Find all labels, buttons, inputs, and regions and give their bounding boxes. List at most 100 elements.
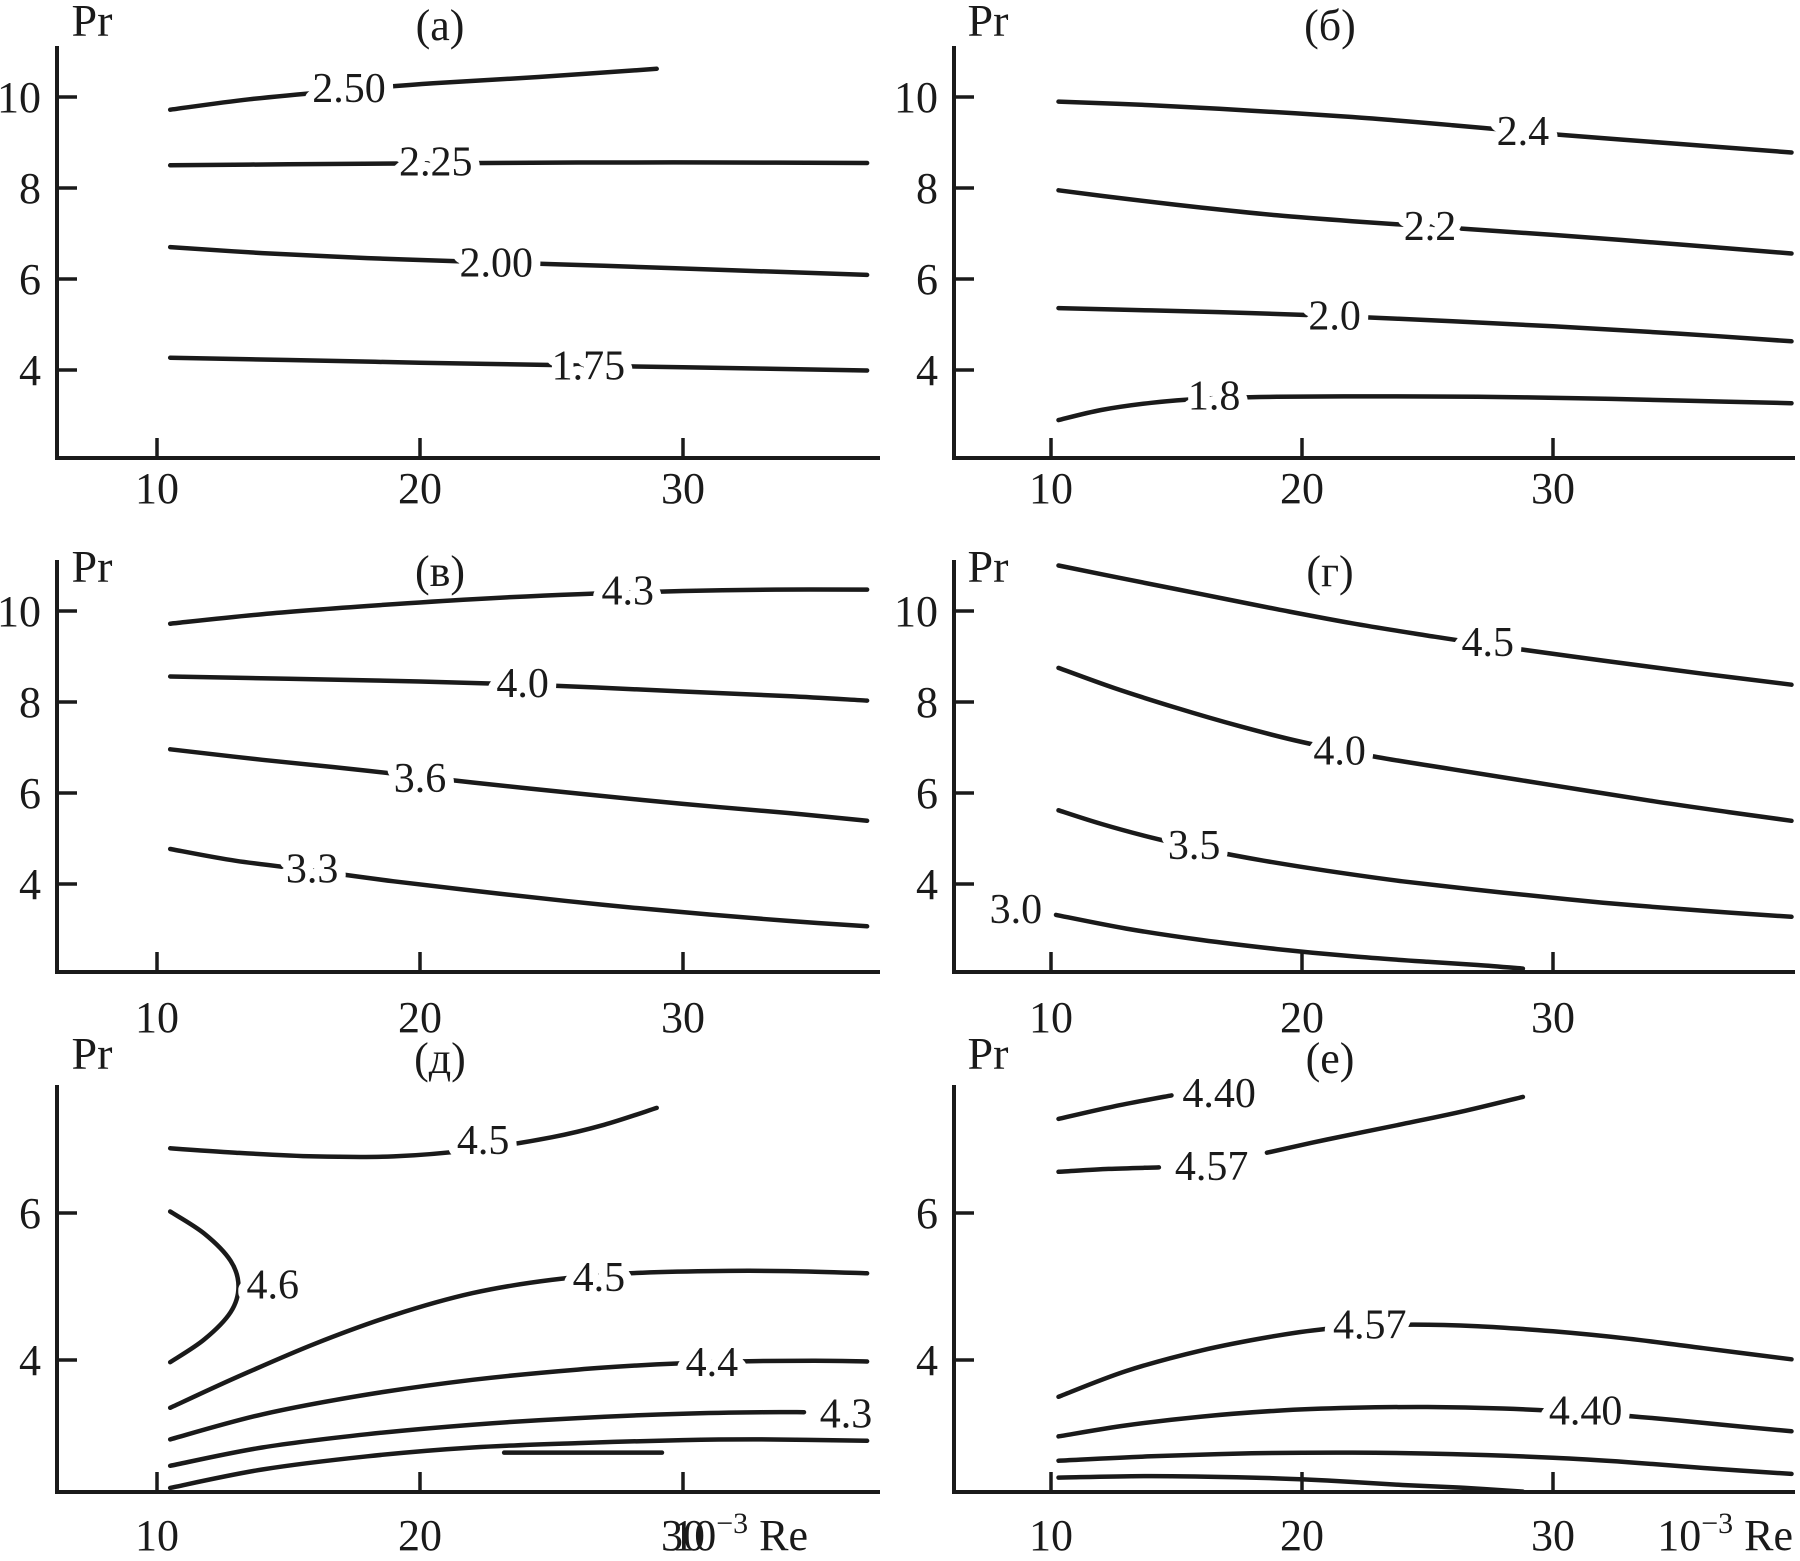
x-tick-label: 10 (1029, 464, 1073, 513)
y-axis-title: Pr (72, 541, 113, 592)
y-tick-label: 4 (916, 1336, 938, 1385)
contour-label: 3.0 (990, 887, 1043, 933)
contour-label: 1.8 (1188, 373, 1241, 419)
contour-line (167, 1268, 870, 1411)
y-tick-label: 10 (894, 587, 938, 636)
y-tick-label: 6 (19, 769, 41, 818)
contour-label: 2.25 (399, 140, 473, 186)
contour-line (167, 1105, 659, 1160)
panel-title: (д) (414, 1034, 466, 1083)
contour-label: 3.3 (286, 847, 339, 893)
contour-line (1056, 1450, 1794, 1477)
contour-line (1056, 305, 1794, 344)
contour-label: 1.75 (552, 343, 626, 389)
contour-label: 2.4 (1497, 109, 1550, 155)
contour-line (167, 747, 870, 824)
x-tick-label: 30 (661, 464, 705, 513)
contour-line (167, 160, 870, 168)
contour-line (1056, 563, 1794, 687)
x-tick-label: 10 (1029, 993, 1073, 1042)
contour-line (1056, 1322, 1794, 1400)
contour-line (167, 66, 659, 112)
x-tick-label: 10 (1029, 1511, 1073, 1560)
y-tick-label: 8 (19, 678, 41, 727)
y-tick-label: 4 (19, 860, 41, 909)
contour-label: 4.5 (1461, 620, 1514, 666)
contour-label: 3.6 (394, 756, 447, 802)
y-axis-title: Pr (968, 541, 1009, 592)
y-tick-label: 6 (19, 1189, 41, 1238)
contour-label: 2.00 (460, 241, 534, 287)
subplot-a: 10 20 30 10 8 6 4 Pr (а) 2.50 2.25 2.00 1.75 (0, 0, 880, 513)
contour-label: 4.3 (602, 569, 655, 615)
y-axis-title: Pr (968, 0, 1009, 46)
axes-lines (952, 560, 1795, 974)
subplot-e: 10 20 30 6 4 Pr (е) 10−3 Re 4.40 4.57 4.57 4.40 (916, 1028, 1795, 1560)
y-tick-label: 8 (916, 678, 938, 727)
contour-label: 2.0 (1308, 293, 1361, 339)
contour-line (167, 1437, 870, 1491)
x-tick-label: 30 (1531, 1511, 1575, 1560)
x-tick-label: 20 (398, 464, 442, 513)
x-axis-title: 10−3 Re (1657, 1507, 1793, 1560)
contour-label: 3.5 (1168, 823, 1221, 869)
contour-line (1056, 99, 1794, 155)
contour-line (167, 587, 870, 626)
contour-line (1264, 1094, 1526, 1155)
y-tick-label: 10 (0, 73, 41, 122)
subplot-d: 10 20 30 6 4 Pr (д) 10−3 Re 4.5 4.6 4.5 4.4 4.3 (19, 1028, 881, 1560)
contour-label: 4.5 (573, 1255, 626, 1301)
x-tick-label: 10 (135, 464, 179, 513)
subplot-g: 10 20 30 10 8 6 4 Pr (г) 4.5 4.0 3.5 3.0 (894, 541, 1795, 1042)
y-axis-title: Pr (72, 0, 113, 46)
axes-lines (55, 46, 880, 460)
contour-line (1056, 808, 1794, 920)
contour-label: 4.0 (496, 661, 549, 707)
contour-line (1056, 665, 1794, 824)
contour-line (1056, 188, 1794, 256)
x-tick-label: 10 (135, 993, 179, 1042)
contour-line (1056, 1165, 1162, 1175)
contour-label: 4.5 (457, 1118, 510, 1164)
contour-label: 2.50 (312, 66, 386, 112)
contour-label: 4.6 (246, 1262, 299, 1308)
y-tick-label: 6 (916, 769, 938, 818)
contour-line (167, 674, 870, 703)
y-tick-label: 8 (19, 164, 41, 213)
x-tick-label: 20 (398, 993, 442, 1042)
x-tick-label: 20 (1280, 993, 1324, 1042)
contour-line (167, 244, 870, 278)
y-tick-label: 8 (916, 164, 938, 213)
y-tick-label: 4 (916, 346, 938, 395)
x-tick-label: 30 (661, 993, 705, 1042)
contour-label: 2.2 (1404, 204, 1457, 250)
x-tick-label: 20 (1280, 464, 1324, 513)
panel-title: (а) (416, 1, 465, 50)
contour-line (167, 1209, 241, 1365)
y-tick-label: 4 (19, 346, 41, 395)
contour-label: 4.3 (820, 1392, 873, 1438)
y-tick-label: 6 (19, 255, 41, 304)
x-axis-title: 10−3 Re (672, 1507, 808, 1560)
x-tick-label: 30 (1531, 464, 1575, 513)
contour-line (1056, 1404, 1794, 1439)
y-tick-label: 10 (0, 587, 41, 636)
contour-line (1056, 1473, 1526, 1494)
y-tick-label: 10 (894, 73, 938, 122)
contour-label: 4.57 (1333, 1303, 1407, 1349)
x-tick-label: 10 (135, 1511, 179, 1560)
contour-label: 4.40 (1549, 1389, 1623, 1435)
contour-line (167, 1409, 807, 1469)
y-axis-title: Pr (968, 1028, 1009, 1079)
axes-lines (952, 46, 1795, 460)
axes-lines (55, 560, 880, 974)
subplot-b: 10 20 30 10 8 6 4 Pr (б) 2.4 2.2 2.0 1.8 (894, 0, 1795, 513)
y-tick-label: 6 (916, 255, 938, 304)
contour-line (1056, 1093, 1174, 1122)
panel-title: (в) (415, 547, 465, 596)
contour-line (167, 355, 870, 373)
contour-line (1053, 912, 1526, 971)
x-tick-label: 30 (1531, 993, 1575, 1042)
panel-title: (е) (1306, 1034, 1355, 1083)
